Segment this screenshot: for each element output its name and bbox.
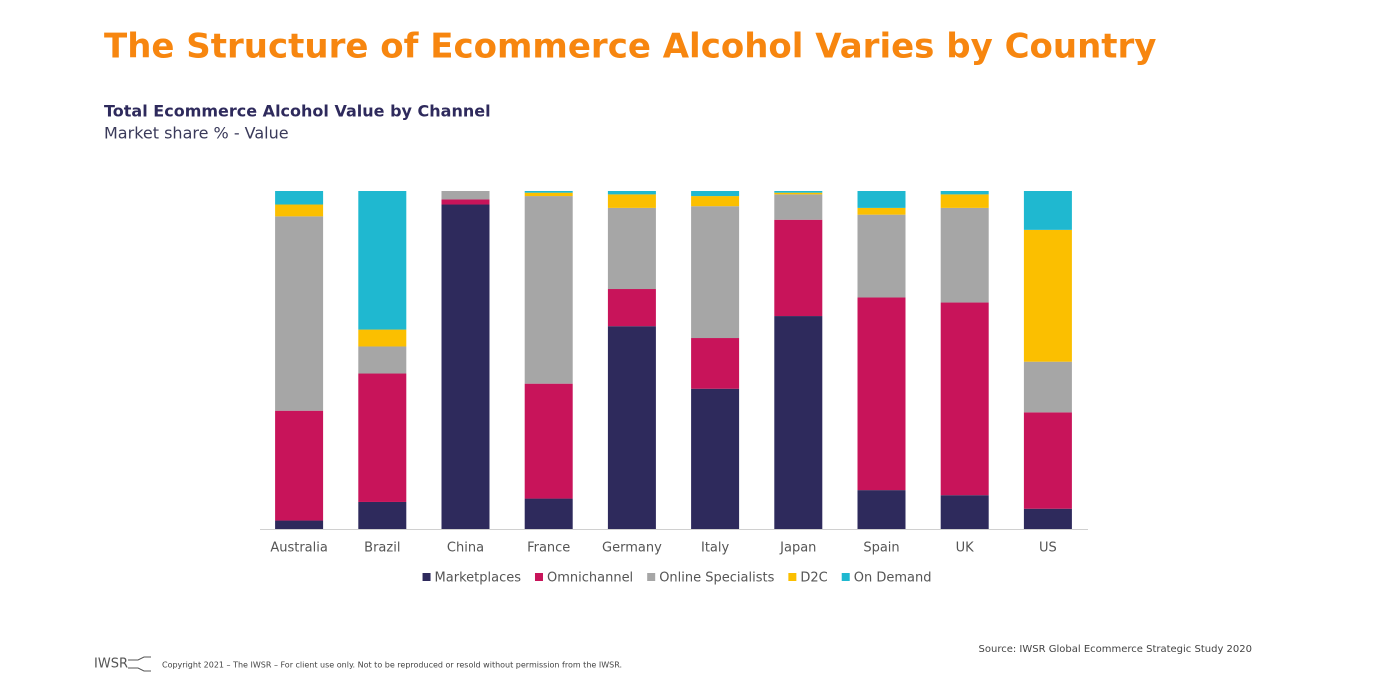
bar-segment: [774, 316, 823, 529]
bar-segment: [857, 191, 906, 208]
bar-segment: [1023, 361, 1072, 413]
legend-label: On Demand: [854, 571, 932, 586]
legend-label: Omnichannel: [547, 571, 633, 586]
legend: Marketplaces Omnichannel Online Specialist…: [422, 571, 932, 586]
x-tick-label: Australia: [270, 541, 328, 556]
chart-title: Total Ecommerce Alcohol Value by Channel: [104, 102, 491, 121]
bar-segment: [940, 495, 989, 529]
bar-segment: [524, 192, 573, 197]
bar-segment: [857, 207, 906, 215]
bar-segment: [358, 191, 407, 330]
slide-title: The Structure of Ecommerce Alcohol Varie…: [104, 27, 1156, 67]
bar-segment: [940, 207, 989, 303]
bar-segment: [275, 410, 324, 521]
x-tick-label: US: [1039, 541, 1057, 556]
bar-segment: [691, 206, 740, 339]
x-tick-label: Germany: [602, 541, 662, 556]
legend-label: Online Specialists: [659, 571, 774, 586]
bar-segment: [940, 191, 989, 195]
bar-segment: [691, 338, 740, 389]
source: Source: IWSR Global Ecommerce Strategic …: [979, 644, 1252, 655]
legend-swatch: [647, 573, 656, 581]
bar-segment: [940, 302, 989, 496]
bar-segment: [607, 194, 656, 208]
bar-segment: [691, 191, 740, 197]
legend-swatch: [422, 573, 431, 581]
bar-segment: [774, 192, 823, 195]
bar-segment: [524, 191, 573, 193]
bar-segment: [774, 191, 823, 193]
bar-segment: [275, 520, 324, 529]
bar-segment: [691, 196, 740, 207]
x-tick-label: Spain: [863, 541, 899, 556]
x-tick-label: China: [447, 541, 484, 556]
bar-segment: [857, 214, 906, 298]
bar-segment: [524, 196, 573, 384]
bar-segment: [1023, 229, 1072, 362]
bar-segment: [358, 501, 407, 529]
bar-segment: [607, 191, 656, 195]
x-tick-label: Japan: [779, 541, 816, 556]
legend-label: Marketplaces: [435, 571, 522, 586]
bar-segment: [607, 326, 656, 529]
bar-segment: [857, 297, 906, 491]
bar-segment: [358, 373, 407, 502]
x-tick-label: Brazil: [364, 541, 400, 556]
bar-segment: [358, 346, 407, 374]
bar-segment: [607, 207, 656, 290]
bar-segment: [524, 383, 573, 499]
bar-segment: [940, 194, 989, 208]
bar-segment: [275, 204, 324, 217]
bar-segment: [441, 191, 490, 200]
logo: IWSR: [94, 657, 128, 672]
bar-segment: [691, 388, 740, 529]
bar-segment: [1023, 508, 1072, 529]
bar-segment: [774, 219, 823, 317]
bar-segment: [524, 498, 573, 529]
legend-swatch: [788, 573, 797, 581]
bar-segment: [275, 191, 324, 205]
legend-swatch: [534, 573, 543, 581]
x-tick-label: Italy: [701, 541, 730, 556]
bar-segment: [441, 199, 490, 205]
bar-segment: [857, 490, 906, 529]
legend-label: D2C: [800, 571, 827, 586]
bar-segment: [607, 289, 656, 327]
bar-segment: [1023, 191, 1072, 230]
x-tick-label: France: [527, 541, 570, 556]
copyright: Copyright 2021 – The IWSR – For client u…: [162, 661, 622, 670]
bar-segment: [774, 194, 823, 220]
bar-segment: [441, 204, 490, 529]
bar-segment: [358, 329, 407, 347]
logo-mark: [128, 656, 151, 672]
chart-subtitle: Market share % - Value: [104, 124, 289, 143]
bar-segment: [275, 216, 324, 411]
bar-segment: [1023, 412, 1072, 509]
x-tick-label: UK: [956, 541, 975, 556]
legend-swatch: [841, 573, 850, 581]
